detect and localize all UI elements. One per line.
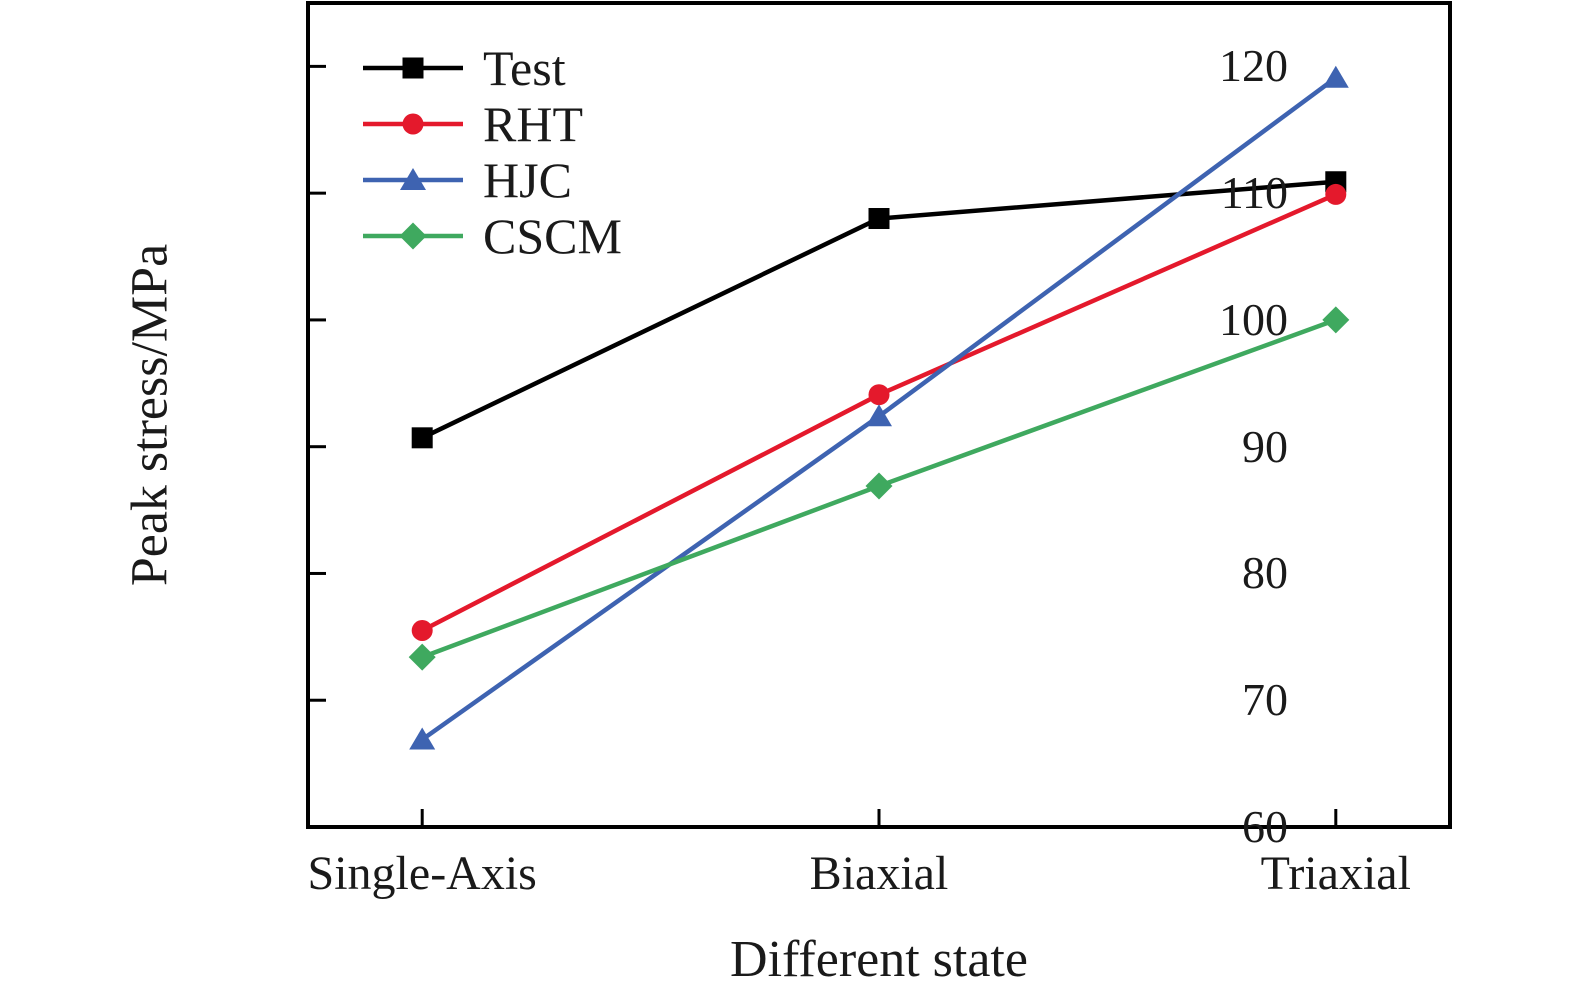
legend-marker-rht xyxy=(402,113,424,135)
y-tick-label-110: 110 xyxy=(1220,167,1288,219)
legend-key-rht xyxy=(363,113,463,135)
x-axis-title: Different state xyxy=(730,931,1028,988)
legend-marker-cscm xyxy=(399,222,427,250)
y-tick-label-70: 70 xyxy=(1242,674,1288,726)
marker-cscm-single-axis xyxy=(408,643,436,671)
marker-rht-single-axis xyxy=(411,620,433,642)
legend-label-rht: RHT xyxy=(483,96,583,152)
marker-cscm-triaxial xyxy=(1322,306,1350,334)
legend-label-cscm: CSCM xyxy=(483,208,622,264)
marker-hjc-single-axis xyxy=(409,727,436,750)
marker-hjc-triaxial xyxy=(1322,65,1349,88)
legend-label-test: Test xyxy=(483,40,566,96)
legend-item-rht: RHT xyxy=(363,96,622,152)
marker-rht-biaxial xyxy=(868,384,890,406)
legend-item-test: Test xyxy=(363,40,622,96)
legend-label-hjc: HJC xyxy=(483,152,572,208)
marker-rht-triaxial xyxy=(1325,183,1347,205)
legend-marker-test xyxy=(402,57,424,79)
legend-item-cscm: CSCM xyxy=(363,208,622,264)
legend-key-test xyxy=(363,57,463,79)
legend: Test RHT HJC CSCM xyxy=(363,40,622,264)
marker-test-single-axis xyxy=(411,427,433,449)
x-tick-label-triaxial: Triaxial xyxy=(1260,847,1411,900)
marker-hjc-biaxial xyxy=(866,404,892,427)
x-tick-label-biaxial: Biaxial xyxy=(809,847,949,900)
x-tick-label-single-axis: Single-Axis xyxy=(307,847,537,900)
legend-key-cscm xyxy=(363,222,463,250)
plot-box xyxy=(306,1,1452,829)
marker-cscm-biaxial xyxy=(865,472,893,500)
legend-item-hjc: HJC xyxy=(363,152,622,208)
y-tick-label-60: 60 xyxy=(1242,801,1288,852)
legend-key-hjc xyxy=(363,168,463,190)
y-tick-label-120: 120 xyxy=(1219,40,1288,92)
legend-marker-hjc xyxy=(400,168,426,190)
marker-test-biaxial xyxy=(868,208,890,230)
y-tick-label-90: 90 xyxy=(1242,420,1288,472)
y-axis-title: Peak stress/MPa xyxy=(121,243,179,587)
y-tick-label-100: 100 xyxy=(1219,293,1288,345)
y-tick-label-80: 80 xyxy=(1242,547,1288,599)
